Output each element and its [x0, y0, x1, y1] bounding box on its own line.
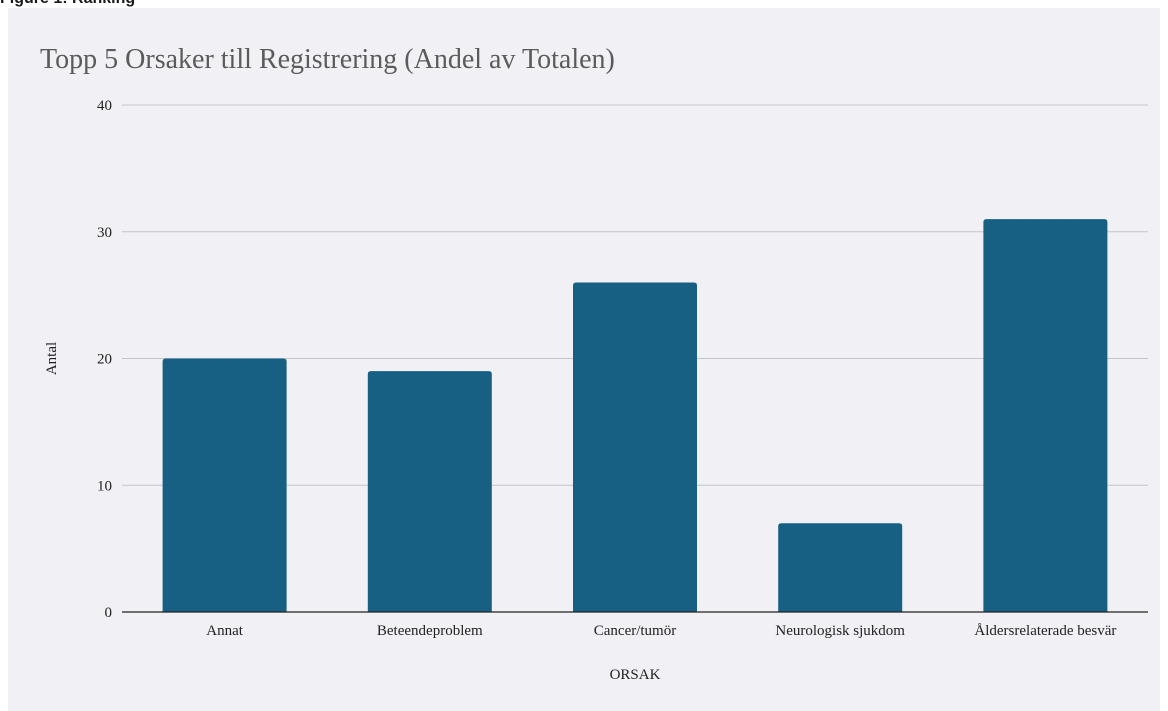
bar[interactable] — [778, 523, 903, 612]
y-tick-label: 0 — [105, 605, 113, 621]
bars — [162, 219, 1108, 613]
y-axis-label: Antal — [44, 342, 60, 375]
bar[interactable] — [162, 358, 287, 613]
x-axis-label: ORSAK — [610, 667, 661, 683]
clipped-figure-caption: Figure 1: Ranking — [0, 0, 1168, 8]
y-axis-ticks: 0 10 20 30 40 — [97, 98, 112, 621]
y-tick-label: 40 — [97, 98, 112, 114]
y-tick-label: 30 — [97, 225, 112, 241]
x-tick-label: Annat — [206, 623, 243, 639]
x-tick-label: Beteendeproblem — [377, 623, 483, 639]
x-axis-ticks: Annat Beteendeproblem Cancer/tumör Neurolog… — [206, 623, 1116, 639]
chart-title: Topp 5 Orsaker till Registrering (Andel … — [40, 44, 615, 75]
bar[interactable] — [983, 219, 1108, 612]
bar[interactable] — [573, 282, 697, 612]
x-tick-label: Cancer/tumör — [594, 623, 676, 639]
y-tick-label: 20 — [97, 352, 112, 368]
y-tick-label: 10 — [97, 478, 112, 494]
bar[interactable] — [367, 371, 492, 612]
chart-panel: Topp 5 Orsaker till Registrering (Andel … — [8, 8, 1160, 711]
bar-chart: Topp 5 Orsaker till Registrering (Andel … — [40, 44, 1148, 683]
x-tick-label: Neurologisk sjukdom — [775, 623, 905, 639]
figure-caption-text: Figure 1: Ranking — [0, 0, 135, 8]
x-tick-label: Åldersrelaterade besvär — [974, 623, 1116, 639]
